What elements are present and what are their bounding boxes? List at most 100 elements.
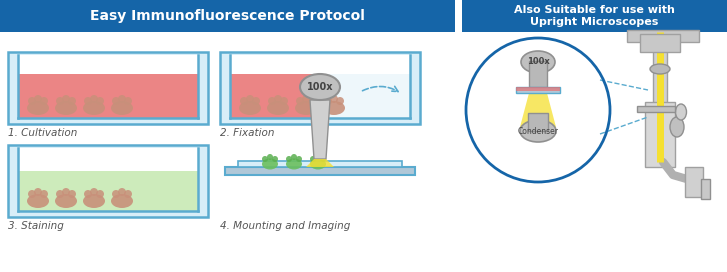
Ellipse shape [118,95,126,103]
Bar [230,74,320,118]
Ellipse shape [90,95,98,103]
Polygon shape [520,93,556,127]
Bar [685,167,703,197]
Ellipse shape [240,97,248,105]
Ellipse shape [300,74,340,100]
Ellipse shape [272,156,278,162]
Bar [0,0,455,32]
Ellipse shape [28,97,36,105]
Ellipse shape [56,190,64,198]
Bar [528,113,548,131]
Polygon shape [306,159,334,167]
Ellipse shape [68,190,76,198]
Ellipse shape [84,190,92,198]
Text: 4. Mounting and Imaging: 4. Mounting and Imaging [220,221,350,231]
Ellipse shape [40,97,48,105]
Ellipse shape [96,97,104,105]
Ellipse shape [34,95,42,103]
Ellipse shape [521,51,555,73]
Ellipse shape [268,97,276,105]
Bar [320,74,410,118]
Ellipse shape [267,154,273,160]
Polygon shape [310,100,330,159]
Bar [516,87,560,93]
Bar [18,171,198,211]
Text: 2. Fixation: 2. Fixation [220,128,275,138]
Ellipse shape [28,190,36,198]
Ellipse shape [246,95,254,103]
Ellipse shape [286,156,292,162]
Ellipse shape [323,101,345,115]
Ellipse shape [55,101,77,115]
Bar [8,52,208,124]
Ellipse shape [296,97,304,105]
Bar [516,87,560,91]
Text: Easy Immunofluorescence Protocol: Easy Immunofluorescence Protocol [89,9,364,23]
Bar [637,106,675,112]
Ellipse shape [83,194,105,208]
Ellipse shape [112,190,120,198]
Ellipse shape [62,95,70,103]
Ellipse shape [68,97,76,105]
Bar [238,161,402,167]
Ellipse shape [262,159,278,169]
Ellipse shape [27,194,49,208]
Ellipse shape [62,188,70,196]
Ellipse shape [27,101,49,115]
Ellipse shape [296,156,302,162]
Ellipse shape [280,97,288,105]
Ellipse shape [267,101,289,115]
Ellipse shape [286,159,302,169]
Ellipse shape [675,104,686,120]
Text: 1. Cultivation: 1. Cultivation [8,128,77,138]
Bar [627,30,699,42]
Ellipse shape [650,64,670,74]
Ellipse shape [34,188,42,196]
Ellipse shape [84,97,92,105]
Ellipse shape [520,120,556,142]
Ellipse shape [320,156,326,162]
Bar [645,102,675,167]
Ellipse shape [118,188,126,196]
Ellipse shape [310,159,326,169]
Bar [230,55,410,118]
Text: 3. Staining: 3. Staining [8,221,64,231]
Bar [18,55,198,118]
Ellipse shape [96,190,104,198]
Ellipse shape [239,101,261,115]
Ellipse shape [274,95,282,103]
Bar [18,148,198,211]
Ellipse shape [310,156,316,162]
Ellipse shape [295,101,317,115]
Ellipse shape [124,97,132,105]
Ellipse shape [315,154,321,160]
Ellipse shape [291,154,297,160]
Bar [640,34,680,52]
Text: 100x: 100x [526,57,550,66]
Ellipse shape [90,188,98,196]
Bar [529,61,547,87]
Ellipse shape [252,97,260,105]
Ellipse shape [111,101,133,115]
Ellipse shape [308,97,316,105]
Ellipse shape [324,97,332,105]
Ellipse shape [124,190,132,198]
Ellipse shape [330,95,338,103]
Bar [8,145,208,217]
Bar [462,0,727,32]
Bar [220,52,420,124]
Text: Condenser: Condenser [518,126,558,135]
Ellipse shape [111,194,133,208]
Ellipse shape [83,101,105,115]
Ellipse shape [670,117,684,137]
Bar [653,37,667,157]
Bar [18,74,198,118]
Ellipse shape [112,97,120,105]
Text: 100x: 100x [307,82,333,92]
Ellipse shape [40,190,48,198]
Ellipse shape [55,194,77,208]
Bar [225,167,415,175]
Ellipse shape [302,95,310,103]
Ellipse shape [56,97,64,105]
Ellipse shape [262,156,268,162]
